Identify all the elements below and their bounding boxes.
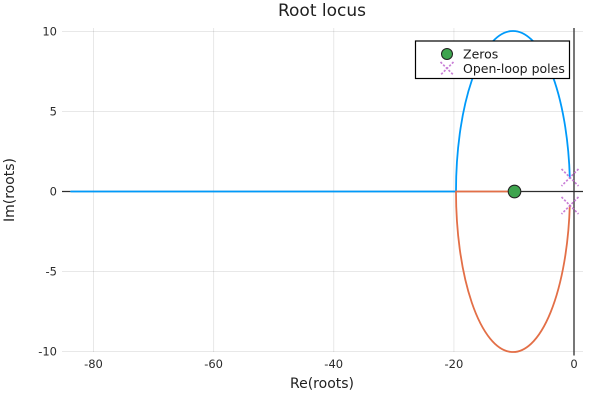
y-axis-label: Im(roots)	[2, 158, 18, 222]
legend-box	[414, 40, 571, 80]
x-tick-m40: -40	[324, 357, 343, 371]
x-tick-m60: -60	[204, 357, 223, 371]
zero-marker	[507, 184, 522, 199]
gridlines	[62, 28, 583, 352]
locus-branch-orange	[455, 190, 571, 353]
y-tick-m10: -10	[38, 345, 57, 359]
x-tick-m80: -80	[84, 357, 103, 371]
legend-label-zeros: Zeros	[463, 47, 498, 62]
chart-title: Root locus	[278, 1, 366, 21]
x-tick-m20: -20	[445, 357, 464, 371]
legend: Zeros Open-loop poles	[414, 40, 571, 80]
y-tick-10: 10	[42, 25, 57, 39]
y-tick-5: 5	[50, 105, 57, 119]
y-tick-labels: 10 5 0 -5 -10	[38, 25, 57, 359]
x-tick-labels: -80 -60 -40 -20 0	[84, 357, 578, 371]
legend-label-poles: Open-loop poles	[463, 61, 565, 76]
legend-zero-icon	[441, 48, 453, 60]
locus-branch-blue	[70, 30, 571, 193]
legend-pole-icon	[439, 61, 455, 76]
pole-marker-lower	[560, 196, 580, 215]
x-tick-0: 0	[570, 357, 577, 371]
y-tick-m5: -5	[46, 265, 57, 279]
x-axis-label: Re(roots)	[290, 376, 354, 392]
y-tick-0: 0	[50, 185, 57, 199]
pole-marker-upper	[560, 168, 580, 187]
